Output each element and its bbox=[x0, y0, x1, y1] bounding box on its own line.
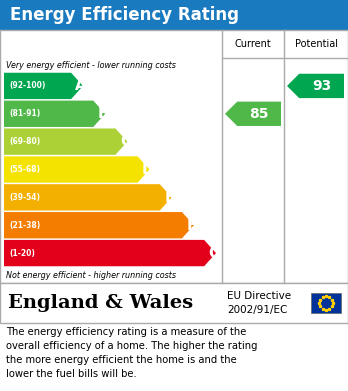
Text: England & Wales: England & Wales bbox=[8, 294, 193, 312]
Text: Energy Efficiency Rating: Energy Efficiency Rating bbox=[10, 6, 239, 24]
Text: 85: 85 bbox=[249, 107, 269, 121]
Text: The energy efficiency rating is a measure of the
overall efficiency of a home. T: The energy efficiency rating is a measur… bbox=[6, 327, 258, 379]
Text: (1-20): (1-20) bbox=[9, 249, 35, 258]
Bar bbox=[0, 30, 348, 283]
Bar bbox=[0, 283, 348, 323]
Text: Not energy efficient - higher running costs: Not energy efficient - higher running co… bbox=[6, 271, 176, 280]
Text: E: E bbox=[165, 190, 175, 205]
Polygon shape bbox=[4, 129, 127, 155]
Polygon shape bbox=[287, 74, 344, 98]
Text: Potential: Potential bbox=[294, 39, 338, 49]
Text: (81-91): (81-91) bbox=[9, 109, 40, 118]
Polygon shape bbox=[4, 156, 150, 183]
Text: (39-54): (39-54) bbox=[9, 193, 40, 202]
Text: D: D bbox=[141, 162, 154, 177]
Polygon shape bbox=[4, 184, 172, 210]
Polygon shape bbox=[4, 212, 194, 239]
Text: Current: Current bbox=[235, 39, 271, 49]
Text: (21-38): (21-38) bbox=[9, 221, 40, 230]
Polygon shape bbox=[225, 102, 281, 126]
Text: F: F bbox=[187, 218, 197, 233]
Text: B: B bbox=[97, 106, 109, 121]
Text: (92-100): (92-100) bbox=[9, 81, 45, 90]
Text: A: A bbox=[75, 79, 87, 93]
Text: Very energy efficient - lower running costs: Very energy efficient - lower running co… bbox=[6, 61, 176, 70]
Text: EU Directive
2002/91/EC: EU Directive 2002/91/EC bbox=[227, 291, 291, 315]
Text: (69-80): (69-80) bbox=[9, 137, 40, 146]
Polygon shape bbox=[4, 240, 216, 266]
Polygon shape bbox=[4, 73, 83, 99]
Bar bbox=[0, 0, 348, 30]
Polygon shape bbox=[4, 100, 105, 127]
Text: C: C bbox=[120, 134, 131, 149]
Bar bbox=[311, 293, 341, 313]
Text: 93: 93 bbox=[312, 79, 331, 93]
Text: G: G bbox=[208, 246, 221, 260]
Text: (55-68): (55-68) bbox=[9, 165, 40, 174]
